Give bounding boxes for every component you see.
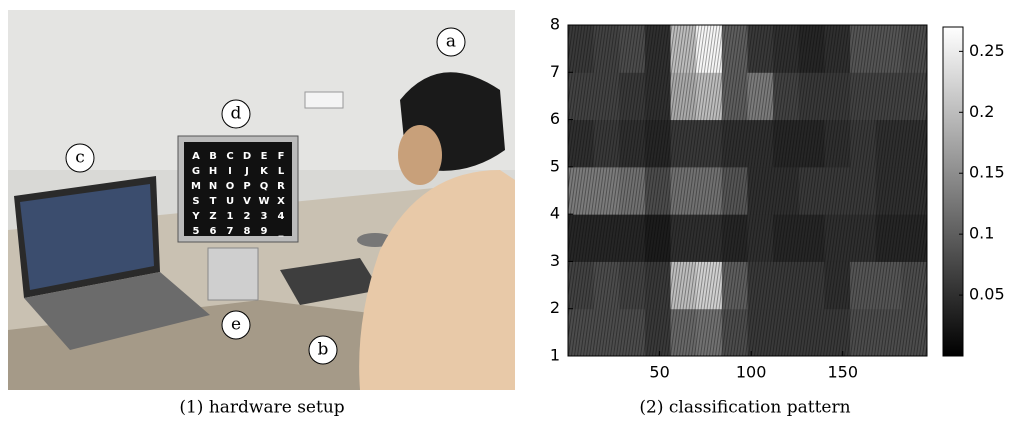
screen-letter: Z	[209, 211, 216, 222]
photo: A B C D E F G H I J K L M N O P Q R S T U V W X Y Z 1 2 3 4 5 6 7 8 9 _ a b c…	[8, 10, 515, 390]
screen-letter: _	[279, 226, 284, 237]
screen-letter: 2	[244, 211, 251, 222]
y-tick-label: 8	[550, 15, 560, 34]
screen-letter: M	[191, 181, 201, 192]
caption: (2) classification pattern	[639, 398, 850, 418]
screen-letter: 3	[261, 211, 268, 222]
screen-letter: U	[226, 196, 234, 207]
screen-letter: N	[209, 181, 217, 192]
y-tick-label: 2	[550, 298, 560, 317]
photo-labels: a b c d e	[65, 27, 466, 365]
colorbar-tick-label: 0.1	[969, 224, 994, 243]
x-tick-label: 50	[649, 363, 669, 382]
screen-letter: X	[277, 196, 285, 207]
screen-letter: Q	[260, 181, 269, 192]
caption: (1) hardware setup	[179, 398, 344, 418]
screen-letter: L	[278, 166, 285, 177]
screen-letter: W	[258, 196, 269, 207]
screen-letter: R	[277, 181, 285, 192]
texture	[568, 25, 927, 356]
axes-frame	[567, 24, 928, 357]
label-circle	[65, 143, 95, 173]
screen-matrix: A B C D E F G H I J K L M N O P Q R S T U V W X Y Z 1 2 3 4 5 6 7 8 9 _	[191, 151, 285, 237]
screen-letter: A	[192, 151, 200, 162]
y-tick-label: 7	[550, 62, 560, 81]
heatmap: 50 100 150 1 2 3 4 5 6 7 8 0.05 0.1 0.15 0.2 0.25	[550, 15, 1005, 382]
y-tick-label: 3	[550, 251, 560, 270]
x-tick-label: 150	[827, 363, 858, 382]
screen-letter: C	[226, 151, 233, 162]
screen-letter: V	[243, 196, 251, 207]
screen-letter: T	[210, 196, 217, 207]
y-tick-label: 4	[550, 204, 560, 223]
colorbar	[942, 26, 964, 357]
colorbar-tick-label: 0.15	[969, 163, 1005, 182]
screen-letter: 4	[278, 211, 285, 222]
photo-label: d	[231, 104, 242, 124]
screen-letter: 1	[227, 211, 234, 222]
screen-letter: K	[260, 166, 269, 177]
y-tick-label: 5	[550, 156, 560, 175]
screen-letter: F	[278, 151, 285, 162]
photo-label: e	[231, 315, 241, 335]
y-tick-label: 1	[550, 346, 560, 365]
screen-letter: B	[209, 151, 217, 162]
screen-letter: G	[192, 166, 200, 177]
photo-label: c	[75, 148, 85, 168]
screen-letter: J	[244, 166, 249, 177]
screen-letter: 7	[227, 226, 234, 237]
screen-letter: 5	[193, 226, 200, 237]
colorbar-tick-label: 0.2	[969, 102, 994, 121]
screen-letter: I	[228, 166, 232, 177]
label-circle	[308, 335, 338, 365]
screen-letter: 8	[244, 226, 251, 237]
photo-label: b	[318, 340, 329, 360]
colorbar-tick-label: 0.25	[969, 41, 1005, 60]
screen-letter: Y	[191, 211, 200, 222]
screen-letter: 9	[261, 226, 268, 237]
screen-letter: E	[261, 151, 268, 162]
screen-letter: 6	[210, 226, 217, 237]
screen-letter: O	[226, 181, 235, 192]
label-circle	[221, 310, 251, 340]
screen-letter: P	[243, 181, 250, 192]
photo-label: a	[446, 32, 456, 52]
colorbar-tick-label: 0.05	[969, 285, 1005, 304]
x-tick-label: 100	[736, 363, 767, 382]
y-tick-label: 6	[550, 109, 560, 128]
screen-letter: H	[209, 166, 217, 177]
screen-letter: D	[243, 151, 251, 162]
label-circle	[221, 99, 251, 129]
screen-letter: S	[192, 196, 199, 207]
label-circle	[436, 27, 466, 57]
